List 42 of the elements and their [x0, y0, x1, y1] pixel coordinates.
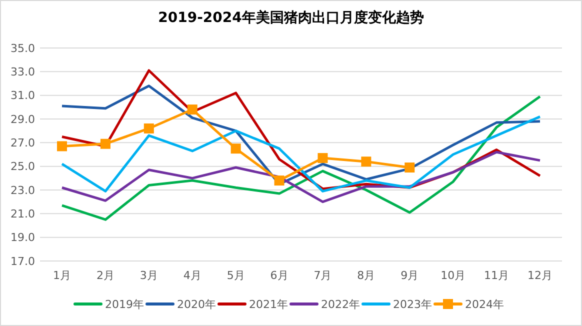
point: [274, 176, 284, 186]
legend-label: 2020年: [177, 298, 216, 311]
line-series: [60, 84, 542, 186]
x-tick-label: 6月: [270, 269, 288, 282]
x-tick-label: 8月: [357, 269, 376, 282]
point: [100, 138, 110, 149]
y-tick-label: 21.0: [10, 208, 35, 221]
point: [318, 153, 328, 164]
x-tick-label: 2月: [96, 269, 114, 282]
y-tick-label: 23.0: [10, 184, 35, 197]
line-series: [60, 115, 542, 192]
point: [144, 123, 154, 134]
x-tick-label: 9月: [400, 269, 419, 282]
y-tick-label: 29.0: [10, 112, 35, 126]
point: [57, 141, 67, 152]
x-tick-label: 7月: [314, 269, 332, 282]
x-tick-label: 10月: [440, 269, 466, 282]
x-tick-label: 12月: [528, 269, 552, 282]
y-tick-label: 25.0: [10, 160, 35, 174]
x-tick-label: 5月: [226, 269, 245, 282]
legend-label: 2022年: [321, 298, 360, 311]
x-tick-label: 3月: [140, 269, 158, 282]
chart-title: 2019-2024年美国猪肉出口月度变化趋势: [158, 9, 424, 26]
y-tick-label: 33.0: [10, 66, 35, 79]
y-tick-label: 19.0: [10, 231, 35, 244]
x-tick-label: 1月: [53, 269, 71, 282]
line-series: [60, 150, 542, 204]
legend-label: 2024年: [465, 298, 504, 311]
point: [361, 156, 372, 167]
legend-label: 2019年: [105, 298, 144, 311]
point: [404, 162, 415, 173]
y-tick-label: 27.0: [10, 136, 35, 150]
y-tick-label: 17.0: [10, 254, 35, 268]
line-series: [60, 95, 542, 221]
y-tick-label: 35.0: [10, 42, 35, 55]
legend-label: 2023年: [393, 298, 432, 311]
point: [230, 144, 241, 154]
y-tick-label: 31.0: [10, 89, 35, 102]
x-tick-label: 11月: [484, 269, 510, 282]
x-tick-label: 4月: [183, 269, 202, 282]
legend-label: 2021年: [249, 298, 288, 311]
point: [187, 104, 198, 115]
